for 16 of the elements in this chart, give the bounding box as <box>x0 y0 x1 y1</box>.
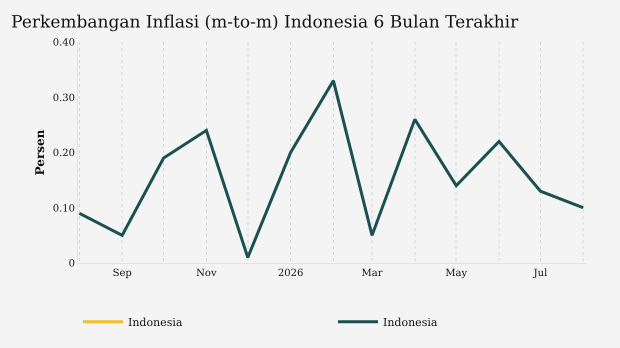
y-tick-label: 0.20 <box>52 148 75 159</box>
x-tick-label: May <box>445 268 468 279</box>
x-tick-label: Mar <box>362 268 383 279</box>
y-tick-label: 0.30 <box>52 92 75 104</box>
x-tick-label: Nov <box>196 268 217 279</box>
line-series <box>78 79 585 259</box>
y-axis-title: Persen <box>33 129 47 176</box>
y-tick-label: 0.40 <box>52 38 75 48</box>
y-tick-label: 0 <box>68 258 75 270</box>
x-tick-label: Sep <box>112 268 132 279</box>
x-tick-label: Jul <box>532 268 548 279</box>
chart-title: Perkembangan Inflasi (m-to-m) Indonesia 6 Bulan Terakhir <box>11 12 520 33</box>
legend-label: Indonesia <box>128 316 183 329</box>
y-tick-label: 0.10 <box>52 203 75 214</box>
x-tick-label: 2026 <box>278 268 304 279</box>
legend-label: Indonesia <box>383 316 438 329</box>
